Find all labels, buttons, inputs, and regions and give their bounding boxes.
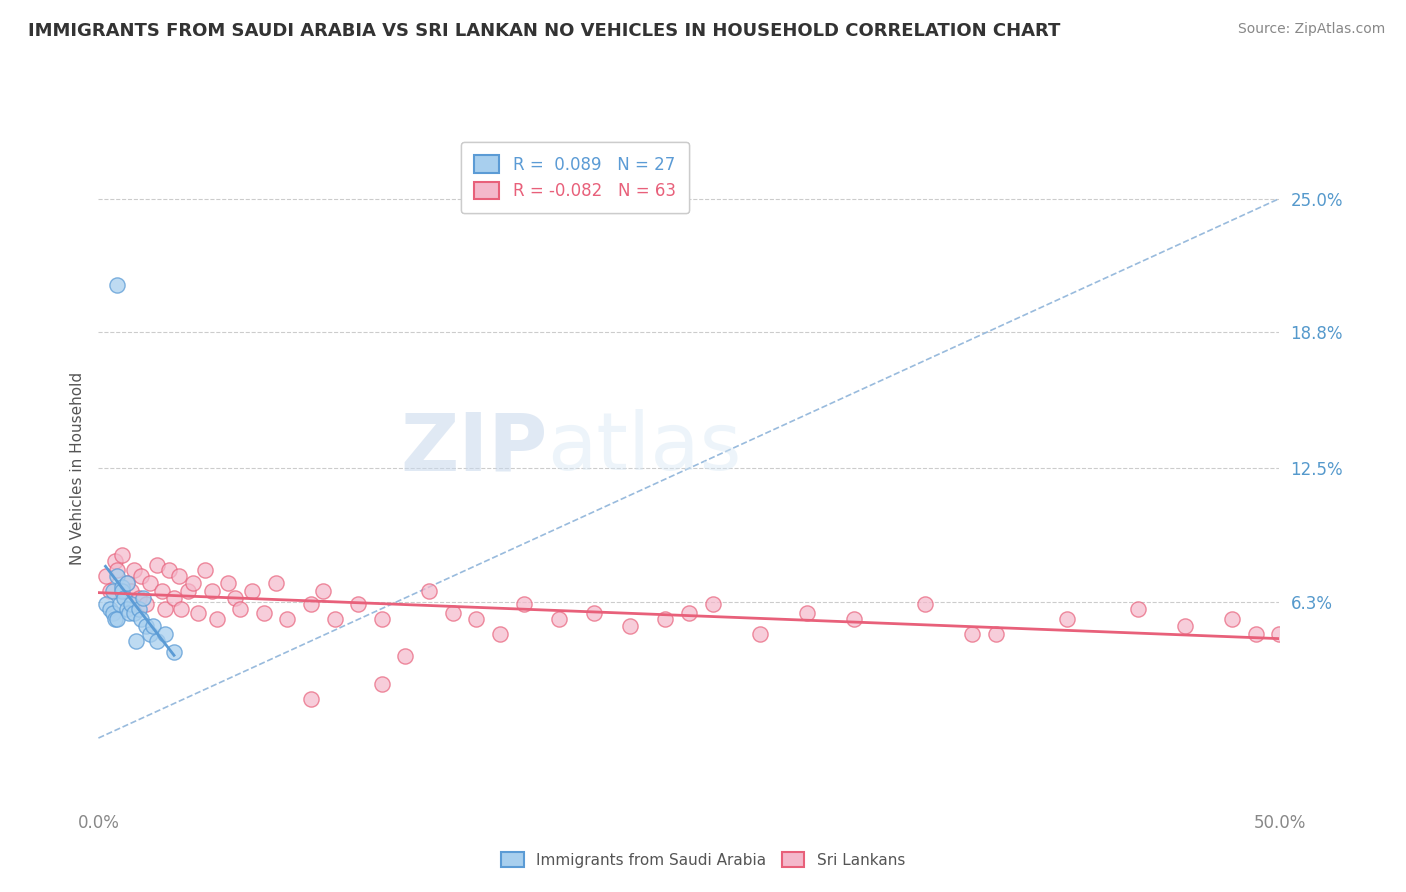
Point (914, 597, 936, 611)
Point (135, 597, 157, 611)
Point (619, 619, 641, 633)
Point (312, 584, 335, 599)
Point (167, 569, 190, 583)
Point (105, 569, 128, 583)
Point (122, 606, 145, 620)
Point (205, 612, 228, 626)
Point (177, 584, 200, 599)
Text: IMMIGRANTS FROM SAUDI ARABIA VS SRI LANKAN NO VEHICLES IN HOUSEHOLD CORRELATION : IMMIGRANTS FROM SAUDI ARABIA VS SRI LANK… (28, 22, 1060, 40)
Point (163, 645, 186, 659)
Point (1126, 601, 1149, 615)
Point (101, 606, 124, 620)
Point (129, 612, 152, 626)
Point (299, 692, 322, 706)
Point (224, 591, 246, 605)
Point (146, 558, 169, 573)
Point (548, 612, 571, 626)
Point (163, 591, 186, 605)
Point (702, 597, 724, 611)
Point (1174, 619, 1197, 633)
Point (115, 575, 138, 590)
Point (105, 612, 128, 626)
Point (125, 634, 148, 648)
Point (229, 601, 252, 615)
Point (111, 580, 134, 594)
Point (371, 612, 394, 626)
Point (128, 601, 150, 615)
Point (1244, 627, 1267, 641)
Point (299, 597, 322, 611)
Point (201, 584, 224, 599)
Point (187, 606, 209, 620)
Point (796, 606, 818, 620)
Point (678, 606, 700, 620)
Point (118, 606, 141, 620)
Point (153, 627, 176, 641)
Point (153, 601, 176, 615)
Point (323, 612, 346, 626)
Point (371, 677, 394, 691)
Point (121, 597, 143, 611)
Point (240, 584, 263, 599)
Point (1056, 612, 1078, 626)
Point (105, 563, 128, 577)
Point (276, 612, 298, 626)
Point (170, 601, 193, 615)
Point (108, 597, 131, 611)
Point (157, 563, 180, 577)
Point (253, 606, 276, 620)
Point (347, 597, 370, 611)
Point (1220, 612, 1243, 626)
Point (844, 612, 866, 626)
Point (139, 575, 162, 590)
Point (111, 548, 134, 562)
Point (139, 627, 162, 641)
Point (489, 627, 512, 641)
Y-axis label: No Vehicles in Household: No Vehicles in Household (69, 372, 84, 565)
Point (962, 627, 984, 641)
Point (115, 575, 138, 590)
Point (128, 591, 150, 605)
Point (1268, 627, 1291, 641)
Text: ZIP: ZIP (399, 409, 547, 487)
Point (146, 634, 169, 648)
Point (132, 591, 155, 605)
Point (135, 619, 157, 633)
Point (112, 591, 135, 605)
Point (121, 584, 143, 599)
Point (101, 584, 124, 599)
Point (217, 575, 239, 590)
Point (94, 597, 117, 611)
Point (142, 619, 165, 633)
Text: atlas: atlas (547, 409, 741, 487)
Point (98, 601, 121, 615)
Point (394, 648, 416, 663)
Point (98, 584, 121, 599)
Point (104, 554, 127, 568)
Point (194, 563, 217, 577)
Point (122, 563, 145, 577)
Point (418, 584, 440, 599)
Point (583, 606, 606, 620)
Point (984, 627, 1007, 641)
Legend: Immigrants from Saudi Arabia, Sri Lankans: Immigrants from Saudi Arabia, Sri Lankan… (494, 844, 912, 875)
Text: Source: ZipAtlas.com: Source: ZipAtlas.com (1237, 22, 1385, 37)
Point (181, 575, 204, 590)
Point (748, 627, 770, 641)
Point (115, 601, 138, 615)
Point (150, 584, 173, 599)
Point (94, 569, 117, 583)
Point (654, 612, 676, 626)
Legend: R =  0.089   N = 27, R = -0.082   N = 63: R = 0.089 N = 27, R = -0.082 N = 63 (461, 142, 689, 213)
Point (129, 569, 152, 583)
Point (465, 612, 488, 626)
Point (111, 584, 134, 599)
Point (512, 597, 534, 611)
Point (441, 606, 464, 620)
Point (264, 575, 287, 590)
Point (105, 277, 128, 292)
Point (104, 612, 127, 626)
